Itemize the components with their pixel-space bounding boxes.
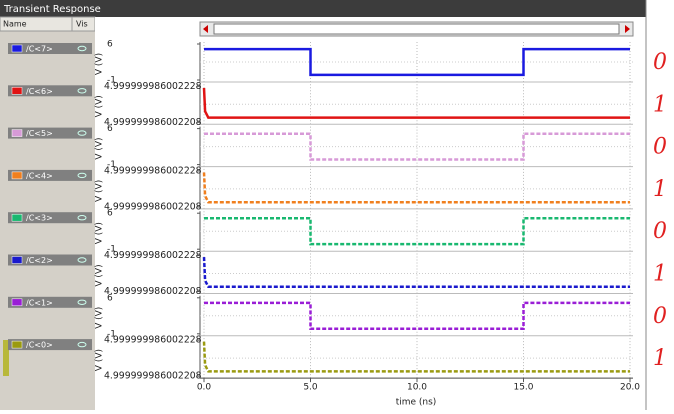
y-tick-label: -1 [107, 76, 116, 86]
y-tick-label: 4.999999986002208 [104, 201, 202, 212]
signal-row[interactable] [8, 169, 92, 181]
x-tick-label: 5.0 [303, 383, 318, 393]
scroll-left[interactable] [203, 25, 208, 33]
column-header: Vis [76, 20, 88, 29]
visibility-icon[interactable] [77, 172, 87, 179]
signal-name: /C<0> [26, 341, 53, 350]
waveform [202, 257, 630, 289]
y-tick-label: -1 [107, 245, 116, 255]
x-tick-label: 0.0 [197, 383, 212, 393]
title-bar [0, 0, 646, 17]
signal-row[interactable] [8, 85, 92, 97]
signal-row[interactable] [8, 127, 92, 139]
y-tick-label: -1 [107, 160, 116, 170]
signal-name: /C<4> [26, 171, 53, 180]
y-tick-label: 4.999999986002228 [104, 165, 202, 176]
y-axis-label: V (V) [95, 264, 105, 286]
y-tick-label: 6 [107, 124, 113, 134]
waveform [202, 172, 630, 204]
y-tick-label: 4.999999986002228 [104, 250, 202, 261]
handwritten-annotation: 0 [653, 135, 667, 160]
y-axis-label: V (V) [95, 53, 105, 75]
y-axis-label: V (V) [95, 307, 105, 329]
handwritten-annotation: 1 [653, 346, 667, 371]
y-axis-label: V (V) [95, 137, 105, 159]
y-tick-label: 4.999999986002208 [104, 286, 202, 297]
y-tick-label: -1 [107, 329, 116, 339]
handwritten-annotation: 1 [653, 92, 667, 117]
signal-name: /C<3> [26, 214, 53, 223]
signal-row[interactable] [8, 43, 92, 54]
handwritten-annotation: 0 [653, 50, 667, 75]
y-tick-label: 4.999999986002208 [104, 117, 202, 128]
y-axis-label: V (V) [95, 95, 105, 117]
signal-name: /C<1> [26, 298, 53, 307]
signal-color [11, 298, 23, 307]
y-tick-label: 4.999999986002228 [104, 81, 202, 92]
visibility-icon[interactable] [77, 45, 87, 52]
signal-color [11, 213, 23, 222]
y-tick-label: 6 [107, 209, 113, 219]
x-tick-label: 15.0 [513, 383, 533, 393]
window-title: Transient Response [3, 4, 101, 15]
handwritten-annotation: 0 [653, 219, 667, 244]
waveform [202, 341, 630, 373]
signal-row[interactable] [8, 254, 92, 266]
signal-color [11, 44, 23, 53]
signal-row[interactable] [8, 339, 92, 351]
signal-name: /C<7> [26, 45, 53, 54]
signal-row[interactable] [8, 212, 92, 224]
x-tick-label: 10.0 [407, 383, 427, 393]
handwritten-annotation: 1 [653, 262, 667, 287]
y-tick-label: 4.999999986002208 [104, 371, 202, 382]
y-tick-label: 6 [107, 293, 113, 303]
waveform [204, 47, 630, 77]
visibility-icon[interactable] [77, 130, 87, 136]
selection-indicator [3, 340, 9, 376]
x-tick-label: 20.0 [620, 383, 640, 393]
signal-name: /C<6> [26, 87, 53, 96]
x-axis-label: time (ns) [396, 398, 437, 408]
scroll-right[interactable] [625, 25, 630, 33]
scrollbar-thumb[interactable] [213, 23, 620, 35]
visibility-icon[interactable] [77, 215, 87, 221]
y-tick-label: 6 [107, 40, 113, 50]
y-tick-label: 4.999999986002228 [104, 335, 202, 346]
visibility-icon[interactable] [77, 88, 87, 94]
y-axis-label: V (V) [95, 349, 105, 371]
signal-row[interactable] [8, 296, 92, 308]
handwritten-annotation: 1 [653, 177, 667, 202]
visibility-icon[interactable] [77, 257, 87, 263]
signal-color [11, 87, 23, 95]
y-axis-label: V (V) [95, 222, 105, 244]
signal-name: /C<5> [26, 129, 53, 138]
column-header: Name [3, 20, 27, 29]
signal-color [11, 256, 23, 264]
visibility-icon[interactable] [77, 341, 87, 348]
signal-name: /C<2> [26, 256, 53, 265]
signal-color [11, 171, 23, 180]
signal-color [11, 129, 23, 137]
handwritten-annotation: 0 [653, 304, 667, 329]
y-axis-label: V (V) [95, 180, 105, 202]
visibility-icon[interactable] [77, 299, 87, 305]
signal-color [11, 340, 23, 349]
waveform [202, 87, 630, 119]
